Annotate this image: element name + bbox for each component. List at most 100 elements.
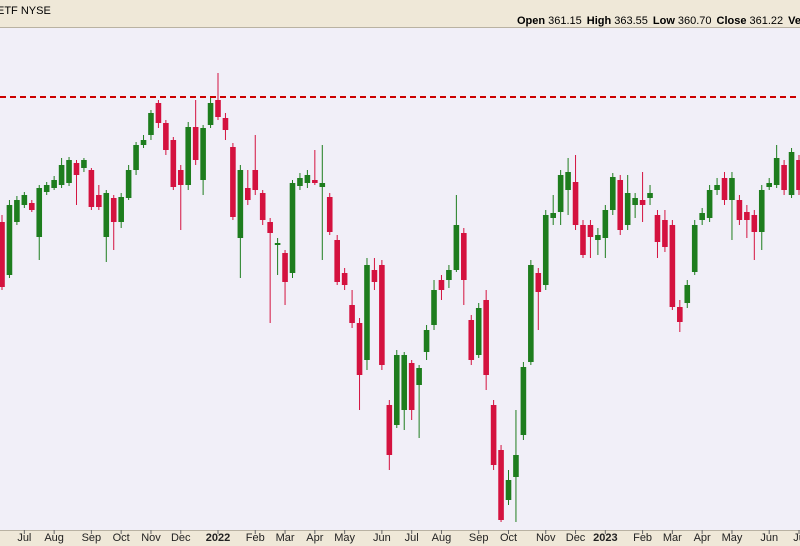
candle-body xyxy=(237,170,244,238)
x-tick-label: Sep xyxy=(82,532,102,544)
candle-body xyxy=(677,307,683,322)
candle-body xyxy=(140,140,147,145)
candle-body xyxy=(468,320,475,360)
candle-body xyxy=(751,215,758,232)
candle-body xyxy=(408,363,415,410)
x-tick-label: Jul xyxy=(405,532,419,544)
candle-body xyxy=(304,175,311,183)
candle-body xyxy=(513,455,519,477)
candle-body xyxy=(654,215,661,242)
candle-body xyxy=(66,160,72,183)
candle-body xyxy=(706,190,713,218)
candle-body xyxy=(341,273,348,285)
candle-body xyxy=(446,270,452,280)
candle-body xyxy=(73,163,80,175)
candle-body xyxy=(490,405,497,465)
x-tick-label: Jul xyxy=(17,532,31,544)
candle-body xyxy=(624,193,631,225)
candle-body xyxy=(587,225,594,237)
candle-body xyxy=(721,178,728,200)
candle-body xyxy=(647,193,653,198)
candle-body xyxy=(781,165,787,190)
candle-body xyxy=(222,118,229,130)
candle-body xyxy=(572,182,579,225)
candle-body xyxy=(639,200,646,205)
candle-body xyxy=(36,188,43,237)
candle-body xyxy=(364,265,370,360)
candle-body xyxy=(699,213,705,220)
x-tick-label: Nov xyxy=(536,532,556,544)
quote-label: High xyxy=(586,15,612,27)
candle-body xyxy=(259,193,266,220)
candle-body xyxy=(669,225,676,307)
candle-body xyxy=(542,215,549,285)
candle-body xyxy=(416,368,422,385)
x-tick-label: Dec xyxy=(566,532,586,544)
candle-body xyxy=(550,213,556,218)
candle-body xyxy=(148,113,154,135)
candle-body xyxy=(110,198,117,222)
candle-body xyxy=(326,197,333,232)
candle-body xyxy=(6,205,13,275)
candle-body xyxy=(691,225,698,272)
candle-body xyxy=(14,200,20,222)
candle-body xyxy=(580,225,586,255)
candle-body xyxy=(81,160,87,168)
x-tick-label: Aug xyxy=(432,532,452,544)
candle-body xyxy=(192,127,199,160)
candle-body xyxy=(714,185,720,190)
candle-body xyxy=(185,127,192,185)
quote-label: Ve xyxy=(788,15,800,27)
candle-body xyxy=(461,233,467,280)
candle-body xyxy=(632,198,638,205)
quote-label: Close xyxy=(716,15,747,27)
candle-body xyxy=(744,212,750,220)
candle-body xyxy=(393,355,400,425)
candle-body xyxy=(609,177,616,210)
candle-body xyxy=(505,480,512,500)
candle-body xyxy=(371,270,378,282)
x-axis-band xyxy=(0,530,800,546)
candle-body xyxy=(0,222,5,287)
candle-body xyxy=(245,188,251,200)
candle-body xyxy=(602,210,609,238)
candle-body xyxy=(170,140,177,187)
candle-body xyxy=(379,265,385,365)
candle-body xyxy=(177,170,184,185)
symbol: ETF NYSE xyxy=(0,5,51,17)
x-tick-label: Jun xyxy=(373,532,391,544)
candle-body xyxy=(453,225,460,270)
candle-body xyxy=(535,273,542,292)
x-tick-label: Dec xyxy=(171,532,191,544)
quote: Open 361.15 High 363.55 Low 360.70 Close 361.22… xyxy=(512,15,800,27)
x-tick-label: Feb xyxy=(246,532,265,544)
x-tick-label: Feb xyxy=(633,532,652,544)
quote-value: 360.70 xyxy=(677,15,712,27)
candle-body xyxy=(274,243,281,245)
candle-body xyxy=(565,172,571,190)
x-tick-label: Nov xyxy=(141,532,161,544)
x-tick-label: Aug xyxy=(44,532,64,544)
candle-body xyxy=(133,145,139,170)
header: ETF NYSE Open 361.15 High 363.55 Low 360.70 Cl… xyxy=(0,0,800,28)
candle-body xyxy=(557,175,564,212)
candle-body xyxy=(163,123,169,150)
candle-body xyxy=(207,103,214,125)
candle-body xyxy=(349,305,355,323)
candle-body xyxy=(356,323,363,375)
candle-body xyxy=(297,178,303,186)
x-tick-label: Sep xyxy=(469,532,489,544)
candle-body xyxy=(386,405,393,455)
candle-body xyxy=(88,170,95,207)
quote-label: Low xyxy=(652,15,675,27)
candle-body xyxy=(282,253,288,282)
candle-body xyxy=(617,180,624,230)
candle-body xyxy=(51,180,57,188)
x-tick-label: Oct xyxy=(113,532,130,544)
candle-body xyxy=(423,330,430,352)
candle-body xyxy=(267,222,273,233)
candle-body xyxy=(103,193,110,237)
candle-body xyxy=(312,180,318,183)
candle-body xyxy=(662,220,668,247)
